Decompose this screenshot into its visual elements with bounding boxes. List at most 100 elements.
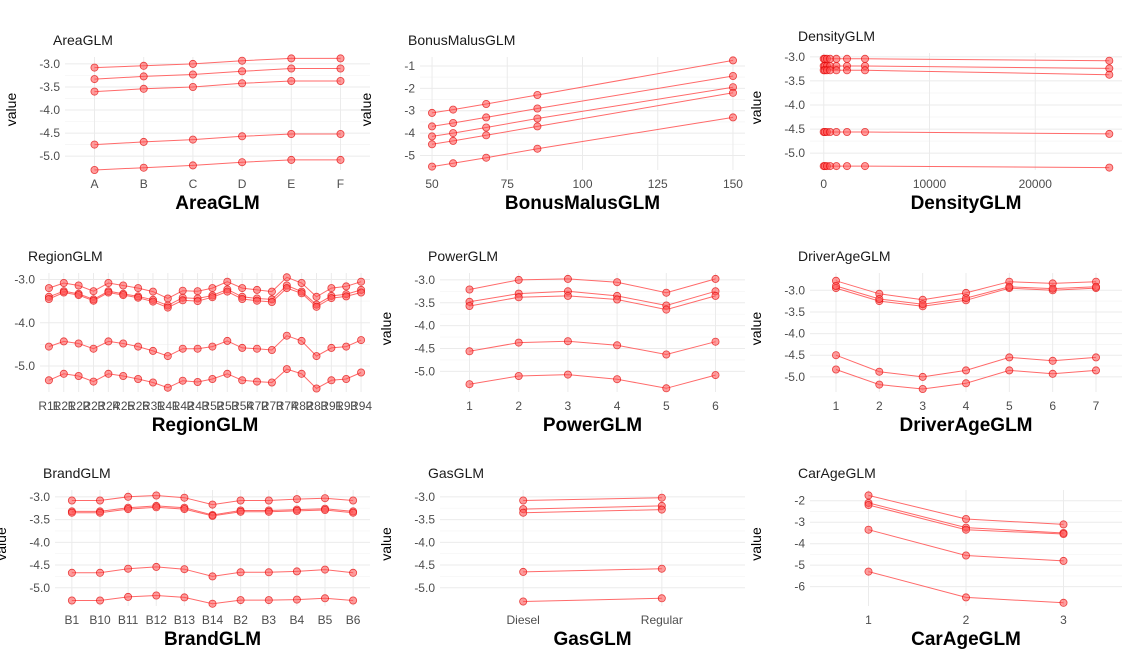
data-point <box>861 66 870 75</box>
data-point <box>1105 56 1114 65</box>
data-point <box>193 377 202 386</box>
data-point <box>67 496 76 505</box>
panel-title: GasGLM <box>428 465 484 481</box>
data-point <box>519 496 528 505</box>
data-point <box>482 131 491 140</box>
x-axis-label: GasGLM <box>553 629 631 650</box>
data-point <box>465 380 474 389</box>
data-point <box>223 287 232 296</box>
y-tick-label: -5.0 <box>784 146 805 160</box>
data-point <box>357 277 366 286</box>
data-point <box>264 507 273 516</box>
y-tick-label: -4.5 <box>414 342 435 356</box>
data-point <box>208 599 217 608</box>
data-point <box>320 494 329 503</box>
data-point <box>482 153 491 162</box>
data-point <box>662 305 671 314</box>
data-point <box>104 278 113 287</box>
data-point <box>711 337 720 346</box>
data-point <box>208 500 217 509</box>
data-point <box>139 61 148 70</box>
x-axis-label: AreaGLM <box>175 193 259 214</box>
data-point <box>1005 353 1014 362</box>
y-tick-label: -3.0 <box>29 490 50 504</box>
y-axis-label: value <box>748 527 764 561</box>
data-point <box>563 370 572 379</box>
x-tick-label: 20000 <box>1019 177 1053 191</box>
data-point <box>223 369 232 378</box>
x-tick-label: 7 <box>1093 399 1100 413</box>
panel-areaglm: -3.0 -3.5 -4.0 -4.5 -5.0 A B C D E F AreaGLM AreaGLM… <box>3 32 370 214</box>
data-point <box>449 105 458 114</box>
data-point <box>357 288 366 297</box>
panel-driverageglm: -3.0 -3.5 -4.0 -4.5 -5.0 1 2 3 4 5 6 7 DriverAgeGLM D… <box>748 248 1122 436</box>
data-point <box>134 284 143 293</box>
x-tick-label: R24 <box>97 399 119 413</box>
x-tick-label: R73 <box>261 399 283 413</box>
y-tick-label: -3.0 <box>414 273 435 287</box>
data-point <box>267 297 276 306</box>
data-point <box>208 293 217 302</box>
y-tick-label: -4.5 <box>784 348 805 362</box>
x-tick-label: R91 <box>320 399 342 413</box>
data-point <box>427 108 436 117</box>
data-point <box>152 503 161 512</box>
data-point <box>90 87 99 96</box>
data-point <box>1059 530 1068 539</box>
x-tick-label: 1 <box>865 613 872 627</box>
data-point <box>519 597 528 606</box>
data-point <box>832 66 841 75</box>
data-point <box>613 341 622 350</box>
data-point <box>267 345 276 354</box>
y-tick-label: -3.0 <box>14 272 35 286</box>
data-point <box>465 285 474 294</box>
x-tick-label: 1 <box>833 399 840 413</box>
x-axis-label: DensityGLM <box>911 193 1022 214</box>
data-point <box>139 84 148 93</box>
data-point <box>238 132 247 141</box>
data-point <box>357 368 366 377</box>
data-point <box>342 292 351 301</box>
x-tick-label: R54 <box>231 399 253 413</box>
data-point <box>292 567 301 576</box>
data-point <box>918 384 927 393</box>
data-point <box>832 281 841 290</box>
x-axis-label: CarAgeGLM <box>911 629 1021 650</box>
data-point <box>336 129 345 138</box>
data-point <box>1105 163 1114 172</box>
data-point <box>832 162 841 171</box>
data-point <box>514 371 523 380</box>
data-point <box>519 508 528 517</box>
y-tick-label: -4.0 <box>414 319 435 333</box>
data-point <box>729 113 738 122</box>
data-point <box>139 137 148 146</box>
x-tick-label: B2 <box>233 613 248 627</box>
y-tick-label: -3.5 <box>29 513 50 527</box>
x-tick-label: R22 <box>68 399 90 413</box>
data-point <box>90 63 99 72</box>
y-tick-label: -3.5 <box>784 305 805 319</box>
data-point <box>861 54 870 63</box>
x-tick-label: C <box>189 177 198 191</box>
data-point <box>533 144 542 153</box>
data-point <box>1048 369 1057 378</box>
panel-title: DriverAgeGLM <box>798 248 891 264</box>
x-tick-label: R82 <box>291 399 313 413</box>
data-point <box>1048 284 1057 293</box>
data-point <box>613 375 622 384</box>
data-point <box>267 378 276 387</box>
data-point <box>282 365 291 374</box>
data-point <box>657 493 666 502</box>
x-tick-label: R43 <box>187 399 209 413</box>
x-tick-label: 50 <box>425 177 439 191</box>
data-point <box>208 511 217 520</box>
y-tick-label: -4 <box>404 126 415 140</box>
x-tick-label: 6 <box>1049 399 1056 413</box>
data-point <box>533 114 542 123</box>
series-line <box>523 597 662 602</box>
data-point <box>134 293 143 302</box>
data-point <box>119 291 128 300</box>
y-tick-label: -1 <box>404 59 415 73</box>
data-point <box>1092 366 1101 375</box>
panel-title: BrandGLM <box>43 465 111 481</box>
